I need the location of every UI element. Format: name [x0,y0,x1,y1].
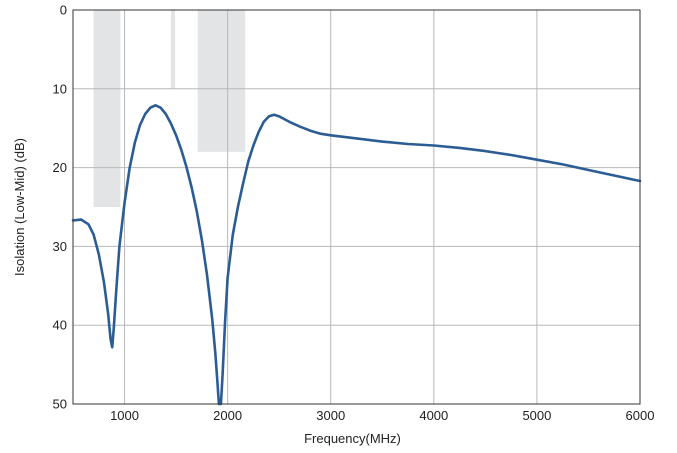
shaded-bands [93,10,246,207]
y-tick-label: 30 [53,239,67,254]
x-axis-label: Frequency(MHz) [304,431,401,446]
shaded-band-1 [93,10,121,207]
isolation-series-line [71,104,642,406]
x-tick-labels: 1000 2000 3000 4000 5000 6000 [110,408,654,423]
y-tick-label: 50 [53,397,67,412]
x-tick-label: 4000 [419,408,448,423]
y-tick-label: 20 [53,160,67,175]
y-tick-label: 10 [53,81,67,96]
x-tick-label: 5000 [522,408,551,423]
grid-lines [73,10,640,404]
y-tick-labels: 0 10 20 30 40 50 [53,3,67,412]
x-tick-label: 1000 [110,408,139,423]
shaded-band-3 [197,10,246,152]
y-axis-label: Isolation (Low-Mid) (dB) [12,138,27,276]
y-tick-label: 0 [60,3,67,18]
x-tick-label: 2000 [213,408,242,423]
plot-frame [72,9,641,405]
y-tick-label: 40 [53,318,67,333]
x-tick-label: 3000 [316,408,345,423]
shaded-band-2 [170,10,176,89]
x-tick-label: 6000 [626,408,655,423]
